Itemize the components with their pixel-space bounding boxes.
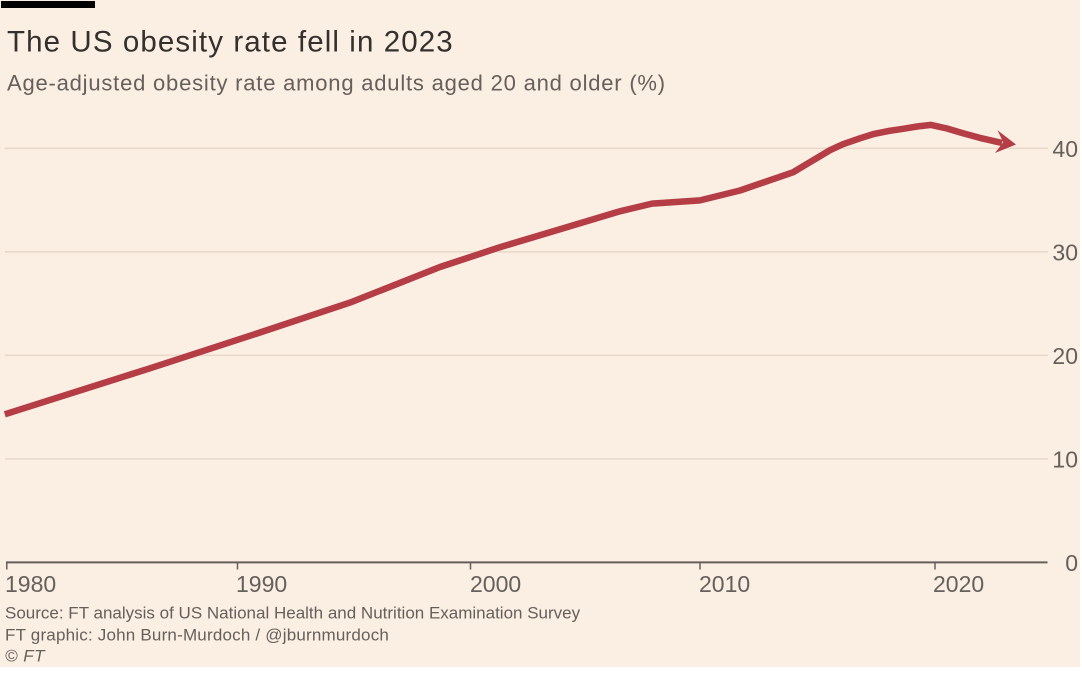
svg-text:1990: 1990 bbox=[236, 571, 287, 597]
svg-text:2010: 2010 bbox=[699, 571, 750, 597]
svg-text:FT graphic: John Burn-Murdoch: FT graphic: John Burn-Murdoch / @jburnmu… bbox=[5, 625, 389, 644]
svg-text:2000: 2000 bbox=[470, 571, 521, 597]
svg-text:© FT: © FT bbox=[5, 647, 46, 666]
svg-text:40: 40 bbox=[1052, 136, 1078, 162]
svg-text:The US obesity rate fell in 20: The US obesity rate fell in 2023 bbox=[7, 26, 454, 59]
svg-text:0: 0 bbox=[1065, 550, 1078, 576]
svg-text:Age-adjusted obesity rate amon: Age-adjusted obesity rate among adults a… bbox=[7, 70, 666, 95]
svg-text:2020: 2020 bbox=[933, 571, 984, 597]
svg-text:10: 10 bbox=[1052, 447, 1078, 473]
svg-text:Source: FT analysis of US Nati: Source: FT analysis of US National Healt… bbox=[5, 604, 581, 623]
svg-text:1980: 1980 bbox=[5, 571, 56, 597]
svg-text:20: 20 bbox=[1052, 343, 1078, 369]
svg-text:30: 30 bbox=[1052, 239, 1078, 265]
